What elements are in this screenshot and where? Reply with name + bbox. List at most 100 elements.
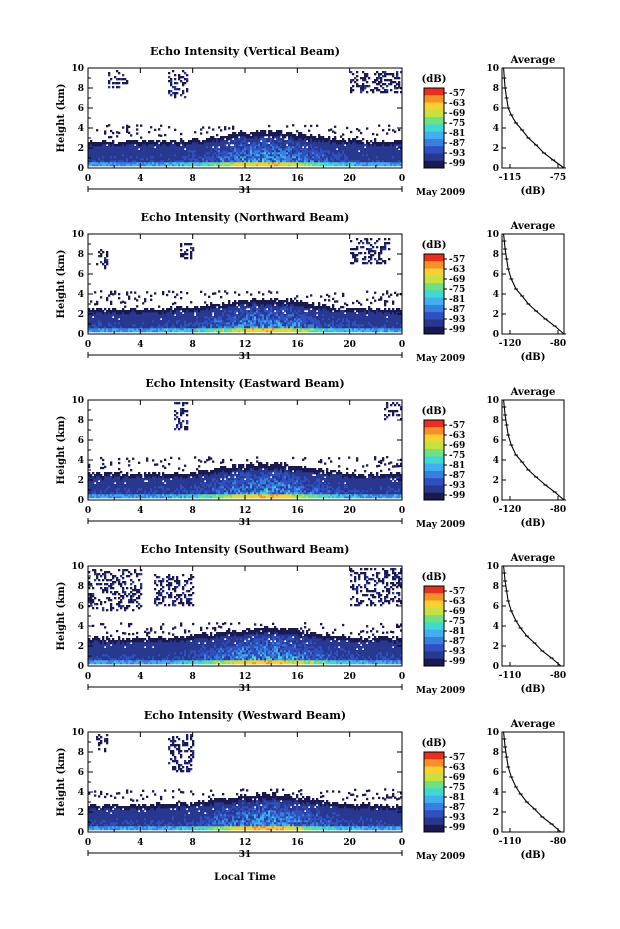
heatmap-cell bbox=[396, 152, 399, 155]
heatmap-cell bbox=[218, 140, 221, 143]
heatmap-cell bbox=[114, 148, 117, 151]
heatmap-cell bbox=[302, 164, 305, 167]
heatmap-cell bbox=[300, 146, 303, 149]
heatmap-cell bbox=[320, 316, 323, 319]
heatmap-cell bbox=[338, 314, 341, 317]
heatmap-cell bbox=[148, 312, 151, 315]
heatmap-cell bbox=[138, 314, 141, 317]
heatmap-cell bbox=[398, 164, 401, 167]
heatmap-cell bbox=[212, 158, 215, 161]
heatmap-cell bbox=[294, 150, 297, 153]
heatmap-cell bbox=[238, 328, 241, 331]
heatmap-cell bbox=[104, 154, 107, 157]
heatmap-cell bbox=[260, 130, 263, 133]
heatmap-cell bbox=[186, 324, 189, 327]
heatmap-cell bbox=[288, 322, 291, 325]
heatmap-cell bbox=[258, 136, 261, 139]
heatmap-cell bbox=[368, 142, 371, 145]
heatmap-cell bbox=[266, 330, 269, 333]
heatmap-cell bbox=[362, 152, 365, 155]
heatmap-cell bbox=[388, 320, 391, 323]
heatmap-cell bbox=[130, 140, 133, 143]
heatmap-cell bbox=[280, 320, 283, 323]
heatmap-cell bbox=[336, 314, 339, 317]
heatmap-cell bbox=[246, 136, 249, 139]
heatmap-cell bbox=[168, 312, 171, 315]
heatmap-cell bbox=[96, 326, 99, 329]
heatmap-cell bbox=[162, 144, 165, 147]
heatmap-cell bbox=[232, 330, 235, 333]
heatmap-cell bbox=[278, 150, 281, 153]
heatmap-cell bbox=[278, 308, 281, 311]
heatmap-cell bbox=[346, 322, 349, 325]
heatmap-cell bbox=[166, 320, 169, 323]
heatmap-cell bbox=[106, 255, 109, 258]
heatmap-cell bbox=[214, 154, 217, 157]
heatmap-cell bbox=[306, 318, 309, 321]
heatmap-cell bbox=[98, 326, 101, 329]
heatmap-cell bbox=[116, 152, 119, 155]
heatmap-cell bbox=[370, 330, 373, 333]
heatmap-cell bbox=[368, 250, 371, 253]
heatmap-cell bbox=[130, 326, 133, 329]
heatmap-cell bbox=[342, 154, 345, 157]
heatmap-cell bbox=[356, 140, 359, 143]
heatmap-cell bbox=[214, 142, 217, 145]
heatmap-cell bbox=[360, 303, 363, 306]
heatmap-cell bbox=[356, 79, 359, 82]
heatmap-cell bbox=[224, 150, 227, 153]
heatmap-cell bbox=[308, 160, 311, 163]
heatmap-cell bbox=[328, 152, 331, 155]
heatmap-cell bbox=[282, 150, 285, 153]
heatmap-cell bbox=[326, 322, 329, 325]
heatmap-cell bbox=[270, 140, 273, 143]
heatmap-cell bbox=[180, 132, 183, 136]
heatmap-cell bbox=[128, 144, 131, 147]
heatmap-cell bbox=[216, 326, 219, 329]
heatmap-cell bbox=[232, 158, 235, 161]
heatmap-cell bbox=[166, 162, 169, 165]
heatmap-cell bbox=[134, 310, 137, 313]
heatmap-cell bbox=[364, 85, 367, 88]
heatmap-cell bbox=[186, 257, 189, 260]
heatmap-cell bbox=[240, 320, 243, 323]
heatmap-cell bbox=[400, 140, 403, 143]
heatmap-cell bbox=[270, 318, 273, 321]
heatmap-cell bbox=[382, 318, 385, 321]
heatmap-cell bbox=[276, 330, 279, 333]
heatmap-cell bbox=[348, 146, 351, 149]
heatmap-cell bbox=[220, 142, 223, 145]
heatmap-cell bbox=[292, 150, 295, 153]
heatmap-cell bbox=[356, 308, 359, 311]
heatmap-cell bbox=[178, 78, 181, 81]
heatmap-cell bbox=[336, 152, 339, 155]
heatmap-cell bbox=[348, 308, 351, 311]
heatmap-cell bbox=[164, 312, 167, 315]
heatmap-cell bbox=[276, 140, 279, 143]
heatmap-cell bbox=[270, 148, 273, 151]
heatmap-cell bbox=[392, 302, 395, 305]
heatmap-cell bbox=[108, 314, 111, 317]
heatmap-cell bbox=[186, 316, 189, 319]
heatmap-cell bbox=[208, 156, 211, 159]
heatmap-cell bbox=[256, 138, 259, 141]
heatmap-cell bbox=[354, 308, 357, 311]
heatmap-cell bbox=[138, 154, 141, 157]
heatmap-cell bbox=[284, 330, 287, 333]
heatmap-cell bbox=[372, 160, 375, 163]
heatmap-cell bbox=[342, 148, 345, 151]
heatmap-cell bbox=[110, 150, 113, 153]
heatmap-cell bbox=[214, 158, 217, 161]
heatmap-cell bbox=[280, 156, 283, 159]
heatmap-cell bbox=[274, 132, 277, 135]
heatmap-cell bbox=[194, 131, 197, 134]
heatmap-cell bbox=[270, 144, 273, 147]
colorbar-swatch bbox=[424, 290, 444, 299]
heatmap-cell bbox=[386, 156, 389, 159]
heatmap-cell bbox=[186, 312, 189, 315]
heatmap-cell bbox=[308, 142, 311, 145]
heatmap-cell bbox=[302, 330, 305, 333]
heatmap-cell bbox=[340, 320, 343, 323]
heatmap-cell bbox=[302, 306, 305, 309]
heatmap-cell bbox=[316, 306, 319, 309]
